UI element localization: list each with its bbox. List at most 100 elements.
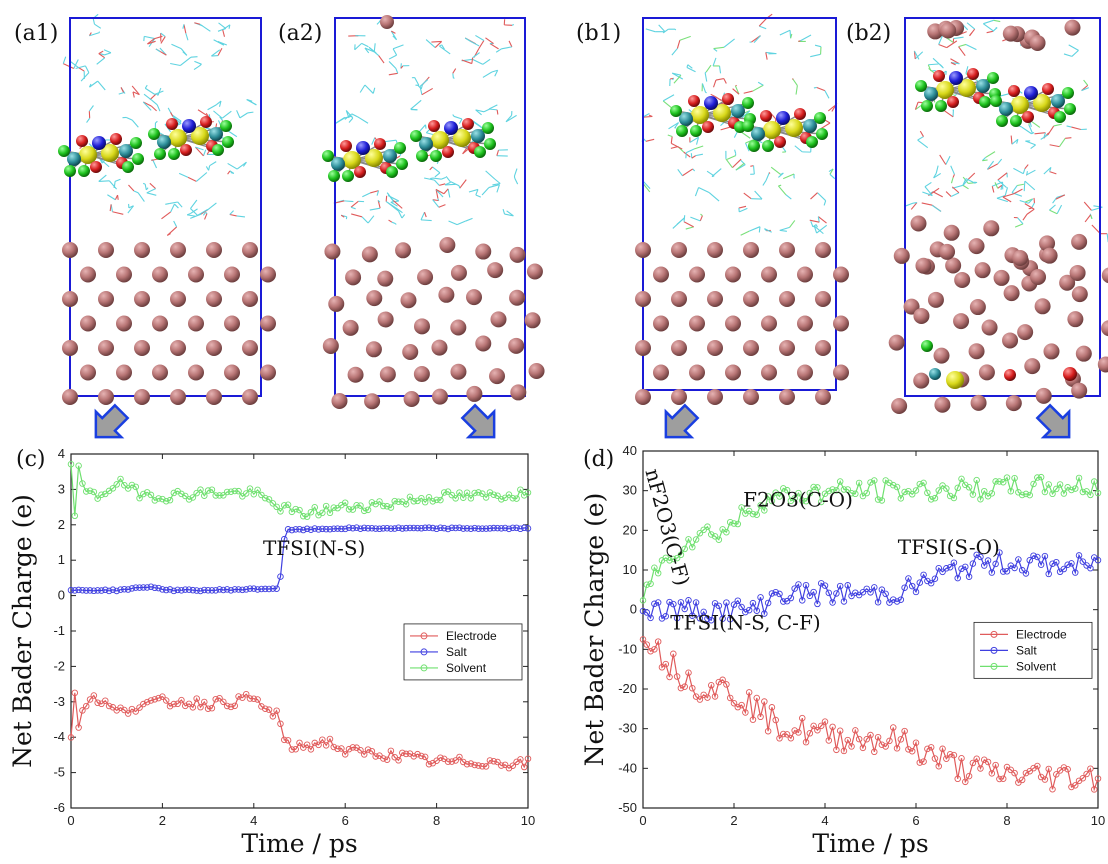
bond	[506, 210, 514, 217]
atom	[365, 341, 382, 358]
bond	[229, 213, 237, 217]
atom	[152, 266, 168, 283]
bond	[485, 37, 494, 44]
bond	[738, 205, 747, 209]
bond	[190, 199, 198, 209]
bond	[813, 86, 817, 89]
data-point	[768, 497, 776, 505]
data-point	[738, 701, 745, 709]
tfsi-molecule	[990, 83, 1076, 127]
data-point	[647, 580, 654, 588]
data-point	[402, 524, 410, 532]
data-point	[315, 741, 322, 749]
atom	[431, 388, 448, 405]
atom	[815, 242, 831, 258]
atom	[132, 153, 144, 165]
atom	[474, 146, 486, 158]
data-point	[749, 510, 757, 518]
down-left-arrow-icon	[664, 403, 700, 439]
data-point	[513, 524, 520, 532]
data-point	[429, 524, 437, 532]
data-point	[973, 551, 980, 559]
bond	[453, 115, 463, 120]
data-point	[726, 518, 734, 526]
bond	[434, 179, 440, 186]
data-point	[90, 692, 98, 699]
data-point	[201, 698, 208, 706]
data-point	[704, 615, 711, 622]
data-point	[75, 586, 82, 594]
x-tick-label: 10	[521, 813, 535, 828]
data-point	[681, 545, 688, 553]
bond	[89, 32, 100, 37]
bond	[682, 168, 694, 177]
bond	[190, 208, 198, 214]
bond	[491, 69, 498, 73]
bond	[180, 48, 188, 56]
bond	[435, 188, 445, 195]
bond	[939, 154, 946, 164]
atom	[340, 140, 352, 152]
data-point	[151, 584, 159, 592]
data-point	[509, 524, 517, 532]
bond	[185, 33, 189, 41]
bond	[1016, 139, 1019, 144]
data-point	[996, 549, 1003, 556]
data-point	[946, 492, 954, 500]
bond	[410, 99, 422, 110]
data-point	[1060, 764, 1068, 771]
data-point	[322, 742, 330, 749]
bond	[217, 41, 228, 46]
data-point	[855, 735, 863, 743]
data-point	[322, 525, 330, 533]
bond	[109, 204, 112, 212]
bond	[171, 43, 182, 50]
atom	[394, 142, 406, 154]
atom	[152, 364, 168, 381]
data-point	[1068, 783, 1075, 791]
atom	[635, 389, 651, 405]
bond	[149, 93, 157, 101]
bond	[812, 224, 817, 228]
bond	[789, 220, 796, 228]
bond	[1013, 188, 1023, 195]
bond	[704, 72, 708, 82]
data-point	[1071, 569, 1079, 576]
bond	[202, 211, 207, 216]
bond	[1025, 140, 1036, 146]
data-point	[440, 524, 448, 532]
data-point	[239, 586, 246, 594]
atom	[1012, 249, 1029, 266]
bond	[482, 71, 493, 78]
atom	[968, 238, 985, 255]
bond	[492, 182, 501, 186]
y-tick-label: -40	[618, 760, 637, 775]
bond	[1014, 223, 1024, 228]
series-electrode	[67, 689, 532, 772]
data-point	[984, 557, 992, 564]
data-point	[284, 526, 292, 533]
data-point	[943, 565, 950, 572]
bond	[817, 216, 820, 223]
atom	[152, 315, 168, 332]
bond	[690, 216, 701, 222]
data-point	[647, 647, 654, 655]
data-point	[147, 491, 155, 499]
data-point	[345, 506, 353, 513]
atom	[1051, 94, 1065, 108]
bond	[120, 87, 125, 93]
bond	[1047, 125, 1055, 136]
y-tick-label: -20	[618, 681, 637, 696]
atom	[978, 364, 995, 381]
data-point	[795, 581, 802, 588]
legend-marker	[420, 648, 428, 656]
atom	[833, 364, 849, 381]
data-point	[943, 485, 950, 492]
x-tick-label: 6	[342, 813, 349, 828]
data-point	[783, 597, 791, 605]
data-point	[916, 480, 924, 488]
bond	[362, 192, 371, 198]
bond	[1034, 132, 1046, 135]
